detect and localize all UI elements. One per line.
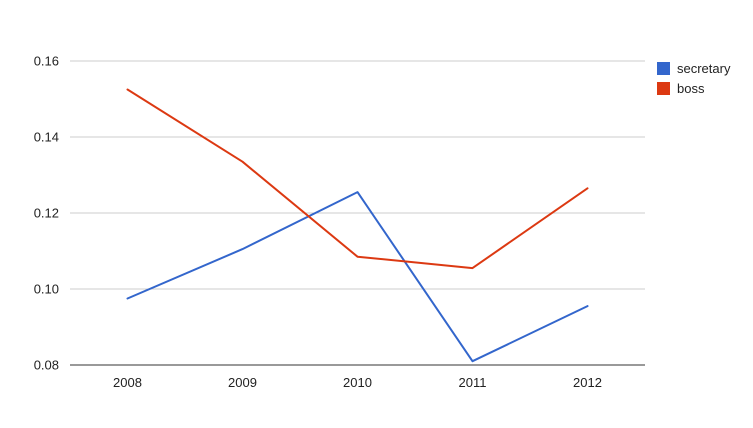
series-line-boss[interactable] <box>126 88 589 270</box>
y-tick-label: 0.14 <box>34 130 59 145</box>
y-tick-label: 0.08 <box>34 358 59 373</box>
x-tick-label: 2008 <box>113 375 142 390</box>
x-axis-tick-labels: 2008 2009 2010 2011 2012 <box>113 375 602 390</box>
legend-label: boss <box>677 81 705 96</box>
legend[interactable]: secretary boss <box>657 61 731 96</box>
x-tick-label: 2010 <box>343 375 372 390</box>
legend-swatch <box>657 82 670 95</box>
series-line-secretary[interactable] <box>126 191 589 363</box>
legend-item-boss[interactable]: boss <box>657 81 705 96</box>
y-tick-label: 0.12 <box>34 206 59 221</box>
legend-item-secretary[interactable]: secretary <box>657 61 731 76</box>
x-tick-label: 2009 <box>228 375 257 390</box>
gridlines <box>70 60 645 290</box>
y-tick-label: 0.10 <box>34 282 59 297</box>
data-series <box>126 88 589 363</box>
legend-label: secretary <box>677 61 731 76</box>
legend-swatch <box>657 62 670 75</box>
y-tick-label: 0.16 <box>34 54 59 69</box>
x-tick-label: 2011 <box>459 375 487 390</box>
x-tick-label: 2012 <box>573 375 602 390</box>
y-axis-tick-labels: 0.16 0.14 0.12 0.10 0.08 <box>34 54 59 373</box>
